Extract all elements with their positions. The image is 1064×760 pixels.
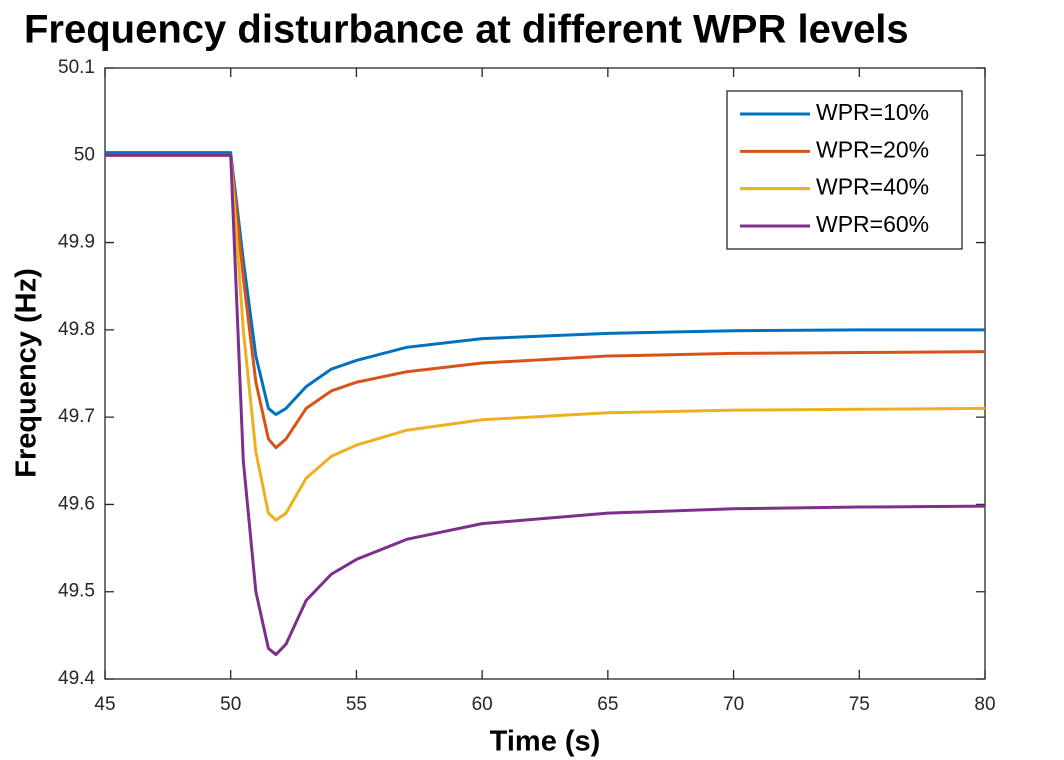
x-tick-label: 80 bbox=[974, 694, 995, 715]
x-tick-label: 45 bbox=[94, 694, 115, 715]
y-tick-label: 49.7 bbox=[58, 406, 95, 427]
x-tick-label: 70 bbox=[723, 694, 744, 715]
data-line bbox=[105, 153, 986, 657]
x-tick-label: 60 bbox=[472, 694, 493, 715]
data-line bbox=[105, 153, 986, 450]
y-tick-label: 49.6 bbox=[58, 493, 95, 514]
x-tick-label: 65 bbox=[597, 694, 618, 715]
legend-label: WPR=20% bbox=[816, 136, 929, 162]
data-line bbox=[105, 151, 985, 417]
x-tick-label: 50 bbox=[220, 694, 241, 715]
legend-label: WPR=40% bbox=[816, 174, 929, 200]
legend-label: WPR=10% bbox=[816, 99, 929, 125]
y-axis-label: Frequency (Hz) bbox=[11, 268, 43, 477]
y-tick-label: 49.5 bbox=[58, 581, 95, 602]
x-axis-label: Time (s) bbox=[490, 726, 601, 758]
y-tick-label: 49.8 bbox=[58, 319, 95, 340]
x-tick-label: 55 bbox=[346, 694, 367, 715]
legend-box bbox=[726, 90, 963, 250]
legend-label: WPR=60% bbox=[816, 211, 929, 237]
y-tick-label: 49.9 bbox=[58, 232, 95, 253]
x-tick-label: 75 bbox=[849, 694, 870, 715]
y-tick-label: 50.1 bbox=[58, 57, 95, 78]
data-line bbox=[105, 153, 986, 522]
chart-title: Frequency disturbance at different WPR l… bbox=[24, 8, 909, 52]
y-tick-label: 49.4 bbox=[58, 668, 95, 689]
y-tick-label: 50 bbox=[74, 144, 95, 165]
